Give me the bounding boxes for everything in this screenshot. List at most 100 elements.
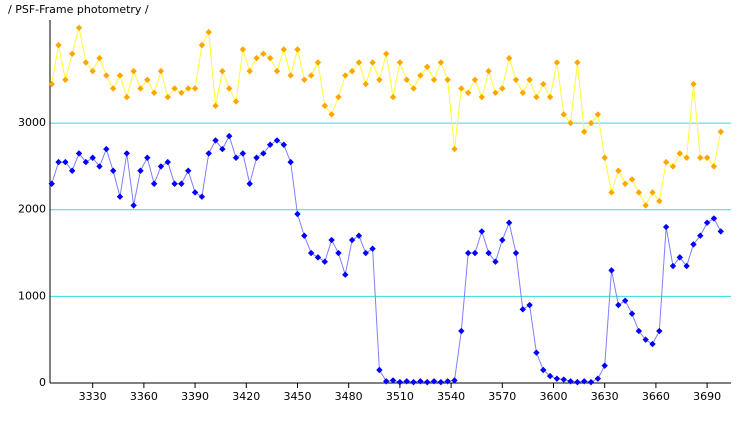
data-point xyxy=(608,267,615,274)
data-point xyxy=(444,378,451,385)
data-point xyxy=(430,76,438,83)
data-point xyxy=(662,223,670,231)
data-point xyxy=(321,102,328,109)
x-tick-label: 3420 xyxy=(232,390,260,403)
data-point xyxy=(505,54,513,62)
data-point xyxy=(342,72,349,79)
data-point xyxy=(621,180,629,187)
data-point xyxy=(546,372,554,380)
data-point xyxy=(328,236,335,244)
data-point xyxy=(403,378,410,385)
data-point xyxy=(191,85,199,92)
data-point xyxy=(232,154,240,161)
data-point xyxy=(266,141,274,148)
data-point xyxy=(383,378,390,385)
data-point xyxy=(492,89,499,96)
data-point xyxy=(376,366,383,374)
data-point xyxy=(717,128,724,135)
data-point xyxy=(232,98,240,105)
x-tick-label: 3690 xyxy=(693,390,721,403)
data-point xyxy=(499,85,506,92)
data-point xyxy=(212,137,219,144)
data-point xyxy=(123,93,131,101)
data-point xyxy=(485,249,492,257)
data-point xyxy=(485,67,492,75)
data-point xyxy=(280,141,288,148)
data-point xyxy=(164,93,171,101)
data-point xyxy=(635,189,643,196)
data-point xyxy=(471,249,479,257)
data-point xyxy=(314,59,322,66)
data-point xyxy=(389,93,397,101)
data-point xyxy=(348,67,356,75)
data-point xyxy=(669,163,677,170)
data-point xyxy=(703,219,711,226)
data-point xyxy=(130,202,137,209)
data-point xyxy=(342,271,349,278)
data-point xyxy=(171,180,178,187)
data-point xyxy=(717,228,724,235)
data-point xyxy=(260,150,267,157)
data-point xyxy=(533,93,540,101)
data-point xyxy=(321,258,328,265)
data-point xyxy=(464,89,472,96)
data-point xyxy=(62,158,69,166)
data-point xyxy=(362,249,369,257)
data-point xyxy=(205,28,212,36)
data-point xyxy=(301,76,308,83)
data-point xyxy=(96,54,103,62)
data-point xyxy=(294,210,301,218)
data-point xyxy=(137,167,144,174)
x-tick-label: 3630 xyxy=(591,390,619,403)
data-point xyxy=(574,378,581,386)
data-point xyxy=(137,85,144,92)
data-point xyxy=(389,377,397,384)
data-point xyxy=(335,93,342,101)
data-point xyxy=(68,50,76,57)
data-point xyxy=(287,72,294,79)
y-tick-label: 3000 xyxy=(18,116,46,129)
data-point xyxy=(581,128,588,135)
data-point xyxy=(335,249,342,257)
data-point xyxy=(594,111,602,118)
data-point xyxy=(458,327,465,335)
data-point xyxy=(594,375,602,382)
data-point xyxy=(492,258,499,265)
data-point xyxy=(82,158,90,166)
data-point xyxy=(519,89,526,96)
data-point xyxy=(307,72,315,79)
data-point xyxy=(697,232,704,239)
data-point xyxy=(116,193,124,200)
data-point xyxy=(512,249,520,257)
chart-title: / PSF-Frame photometry / xyxy=(8,3,149,16)
data-point xyxy=(444,76,451,83)
x-tick-label: 3480 xyxy=(335,390,363,403)
data-point xyxy=(437,59,445,66)
data-point xyxy=(266,54,274,62)
data-point xyxy=(697,154,704,161)
data-point xyxy=(376,76,383,83)
data-point xyxy=(328,111,335,118)
x-tick-label: 3360 xyxy=(130,390,158,403)
data-point xyxy=(226,85,233,92)
data-point xyxy=(417,378,424,385)
data-point xyxy=(48,80,55,88)
data-point xyxy=(526,76,533,83)
data-point xyxy=(116,72,124,79)
data-point xyxy=(205,150,212,157)
data-point xyxy=(621,297,629,304)
data-point xyxy=(601,362,608,369)
data-point xyxy=(287,158,294,166)
data-point xyxy=(157,163,165,170)
data-point xyxy=(280,46,288,53)
data-point xyxy=(410,378,417,386)
data-point xyxy=(533,349,540,356)
data-point xyxy=(171,85,178,92)
data-point xyxy=(89,154,96,161)
data-point xyxy=(396,378,404,386)
data-point xyxy=(676,150,683,157)
data-point xyxy=(185,167,192,174)
data-point xyxy=(178,89,185,96)
data-point xyxy=(703,154,711,161)
